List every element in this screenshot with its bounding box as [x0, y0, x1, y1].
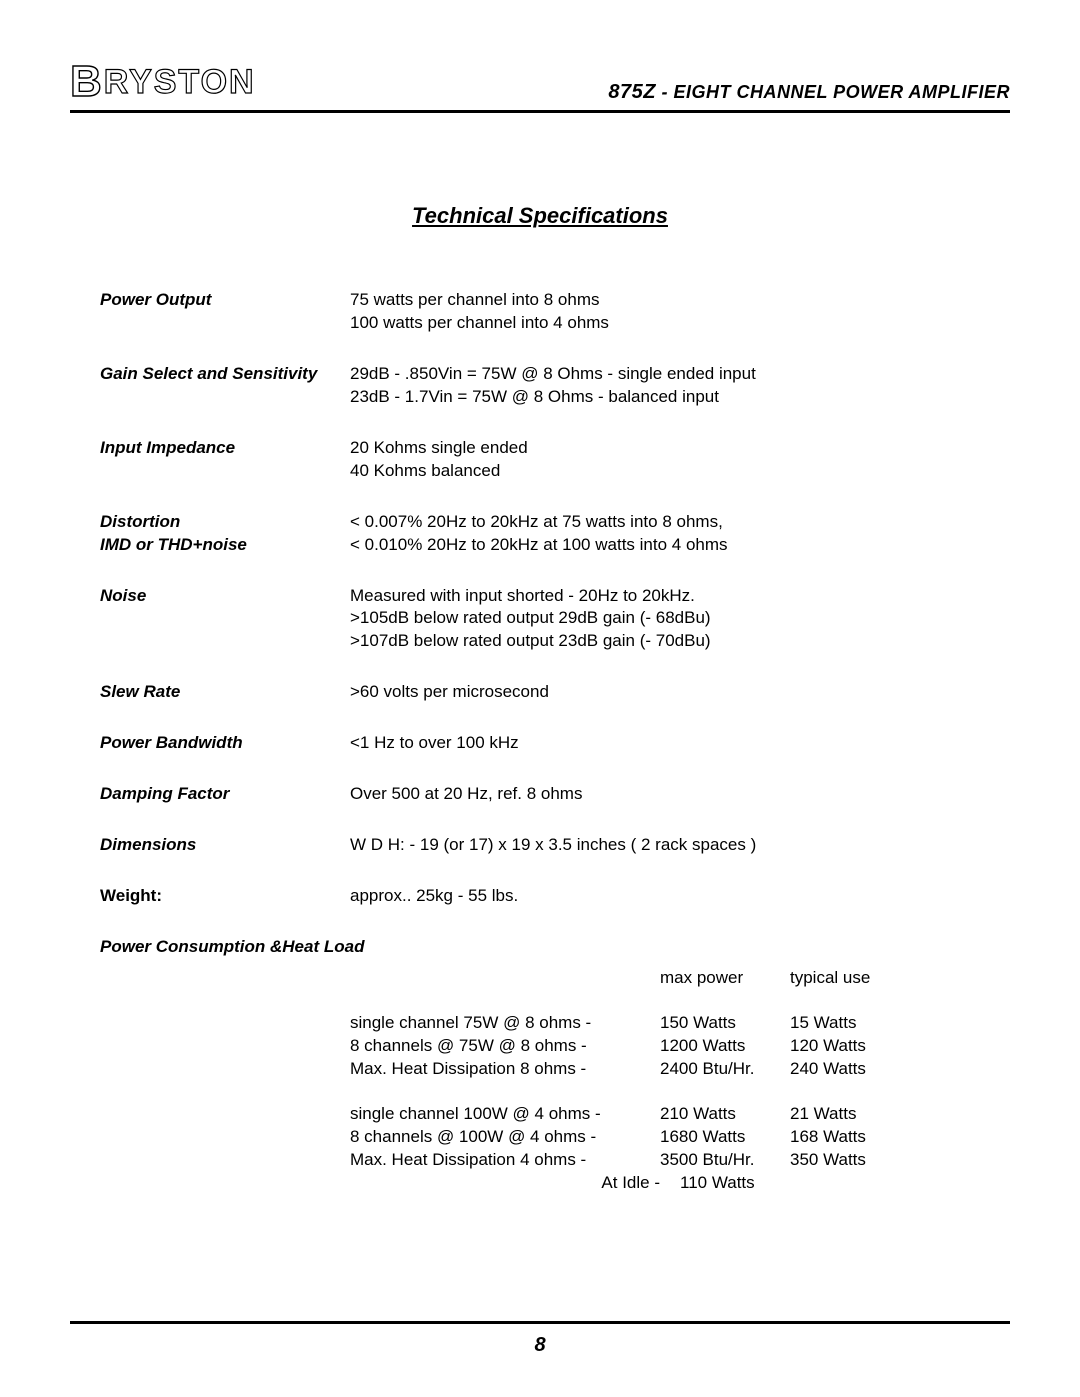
cell-desc: single channel 75W @ 8 ohms -: [350, 1012, 660, 1035]
spec-label: Noise: [100, 585, 350, 654]
spec-row-input-impedance: Input Impedance 20 Kohms single ended 40…: [100, 437, 1010, 483]
cell-max: 110 Watts: [680, 1172, 810, 1195]
spec-row-weight: Weight: approx.. 25kg - 55 lbs.: [100, 885, 1010, 908]
power-group-4ohm: single channel 100W @ 4 ohms - 210 Watts…: [350, 1103, 1010, 1195]
spec-row-distortion: Distortion IMD or THD+noise < 0.007% 20H…: [100, 511, 1010, 557]
page-footer: 8: [70, 1321, 1010, 1357]
footer-rule: [70, 1321, 1010, 1324]
spec-row-dimensions: Dimensions W D H: - 19 (or 17) x 19 x 3.…: [100, 834, 1010, 857]
section-title: Technical Specifications: [70, 203, 1010, 229]
power-table-header: max power typical use: [350, 967, 1010, 990]
spec-label: Damping Factor: [100, 783, 350, 806]
col-spacer: [350, 967, 660, 990]
spec-label: Distortion IMD or THD+noise: [100, 511, 350, 557]
logo-initial: B: [70, 57, 104, 106]
cell-typ: 350 Watts: [790, 1149, 910, 1172]
cell-max: 2400 Btu/Hr.: [660, 1058, 790, 1081]
page-number: 8: [70, 1334, 1010, 1357]
spec-row-noise: Noise Measured with input shorted - 20Hz…: [100, 585, 1010, 654]
specs-block: Power Output 75 watts per channel into 8…: [100, 289, 1010, 1194]
cell-desc: single channel 100W @ 4 ohms -: [350, 1103, 660, 1126]
spec-row-bandwidth: Power Bandwidth <1 Hz to over 100 kHz: [100, 732, 1010, 755]
cell-typ: 240 Watts: [790, 1058, 910, 1081]
col-max-header: max power: [660, 967, 790, 990]
spec-row-damping: Damping Factor Over 500 at 20 Hz, ref. 8…: [100, 783, 1010, 806]
spec-value: Over 500 at 20 Hz, ref. 8 ohms: [350, 783, 1010, 806]
spec-value: approx.. 25kg - 55 lbs.: [350, 885, 1010, 908]
product-name: EIGHT CHANNEL POWER AMPLIFIER: [673, 82, 1010, 102]
spec-label: Power Bandwidth: [100, 732, 350, 755]
spec-value: < 0.007% 20Hz to 20kHz at 75 watts into …: [350, 511, 1010, 557]
table-row: Max. Heat Dissipation 4 ohms - 3500 Btu/…: [350, 1149, 1010, 1172]
power-table: max power typical use single channel 75W…: [350, 967, 1010, 1195]
table-row: single channel 100W @ 4 ohms - 210 Watts…: [350, 1103, 1010, 1126]
cell-max: 1680 Watts: [660, 1126, 790, 1149]
spec-value: <1 Hz to over 100 kHz: [350, 732, 1010, 755]
spec-value: 29dB - .850Vin = 75W @ 8 Ohms - single e…: [350, 363, 1010, 409]
logo-rest: RYSTON: [104, 63, 256, 101]
cell-typ: 21 Watts: [790, 1103, 910, 1126]
spec-label: Gain Select and Sensitivity: [100, 363, 350, 409]
power-group-8ohm: single channel 75W @ 8 ohms - 150 Watts …: [350, 1012, 1010, 1081]
page: BRYSTON 875Z - EIGHT CHANNEL POWER AMPLI…: [0, 0, 1080, 1397]
table-row: single channel 75W @ 8 ohms - 150 Watts …: [350, 1012, 1010, 1035]
cell-desc: Max. Heat Dissipation 8 ohms -: [350, 1058, 660, 1081]
table-row: At Idle - 110 Watts: [350, 1172, 1010, 1195]
table-row: 8 channels @ 100W @ 4 ohms - 1680 Watts …: [350, 1126, 1010, 1149]
cell-desc: At Idle -: [350, 1172, 680, 1195]
spec-row-slew: Slew Rate >60 volts per microsecond: [100, 681, 1010, 704]
page-header: BRYSTON 875Z - EIGHT CHANNEL POWER AMPLI…: [70, 60, 1010, 113]
cell-max: 150 Watts: [660, 1012, 790, 1035]
brand-logo: BRYSTON: [70, 60, 256, 104]
spec-value: Measured with input shorted - 20Hz to 20…: [350, 585, 1010, 654]
cell-desc: 8 channels @ 75W @ 8 ohms -: [350, 1035, 660, 1058]
col-typ-header: typical use: [790, 967, 910, 990]
cell-typ: 168 Watts: [790, 1126, 910, 1149]
cell-typ: [810, 1172, 930, 1195]
cell-typ: 120 Watts: [790, 1035, 910, 1058]
cell-desc: 8 channels @ 100W @ 4 ohms -: [350, 1126, 660, 1149]
spec-row-gain: Gain Select and Sensitivity 29dB - .850V…: [100, 363, 1010, 409]
table-row: Max. Heat Dissipation 8 ohms - 2400 Btu/…: [350, 1058, 1010, 1081]
product-model: 875Z: [608, 81, 656, 103]
cell-desc: Max. Heat Dissipation 4 ohms -: [350, 1149, 660, 1172]
spec-label: Slew Rate: [100, 681, 350, 704]
spec-value: W D H: - 19 (or 17) x 19 x 3.5 inches ( …: [350, 834, 1010, 857]
spec-label: Weight:: [100, 885, 350, 908]
power-heading: Power Consumption &Heat Load: [100, 936, 1010, 959]
spec-label: Dimensions: [100, 834, 350, 857]
spec-label: Input Impedance: [100, 437, 350, 483]
cell-max: 3500 Btu/Hr.: [660, 1149, 790, 1172]
product-sep: -: [656, 82, 674, 102]
cell-max: 1200 Watts: [660, 1035, 790, 1058]
spec-row-power-output: Power Output 75 watts per channel into 8…: [100, 289, 1010, 335]
spec-value: 20 Kohms single ended 40 Kohms balanced: [350, 437, 1010, 483]
spec-label: Power Output: [100, 289, 350, 335]
spec-value: 75 watts per channel into 8 ohms 100 wat…: [350, 289, 1010, 335]
cell-typ: 15 Watts: [790, 1012, 910, 1035]
product-title: 875Z - EIGHT CHANNEL POWER AMPLIFIER: [608, 81, 1010, 104]
table-row: 8 channels @ 75W @ 8 ohms - 1200 Watts 1…: [350, 1035, 1010, 1058]
spec-value: >60 volts per microsecond: [350, 681, 1010, 704]
cell-max: 210 Watts: [660, 1103, 790, 1126]
